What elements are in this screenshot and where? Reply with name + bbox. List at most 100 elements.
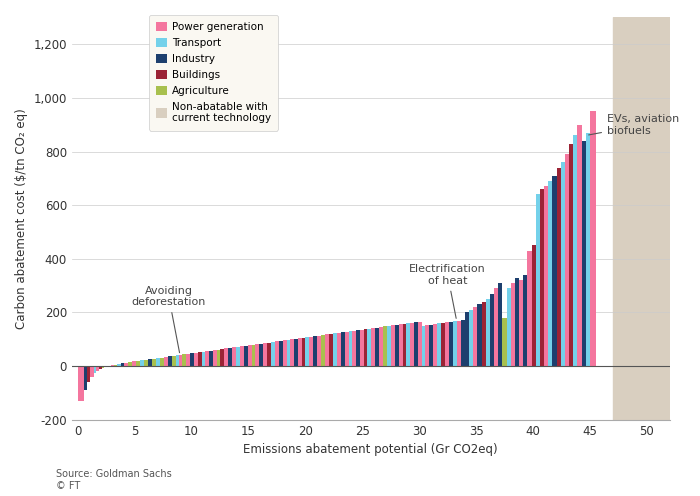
Y-axis label: Carbon abatement cost ($/tn CO₂ eq): Carbon abatement cost ($/tn CO₂ eq) bbox=[15, 108, 28, 329]
Bar bbox=[286, 340, 290, 366]
Bar bbox=[536, 194, 540, 366]
Bar bbox=[305, 337, 309, 366]
Bar bbox=[160, 358, 164, 366]
Bar bbox=[114, 365, 118, 366]
Bar bbox=[164, 357, 168, 366]
Bar bbox=[391, 325, 395, 366]
Text: EVs, aviation
biofuels: EVs, aviation biofuels bbox=[589, 114, 679, 135]
Bar bbox=[217, 350, 220, 366]
Bar bbox=[414, 322, 418, 366]
Bar bbox=[248, 345, 252, 366]
Bar bbox=[426, 325, 429, 366]
Bar bbox=[240, 346, 244, 366]
Bar bbox=[220, 349, 224, 366]
Bar bbox=[360, 330, 364, 366]
Bar bbox=[349, 331, 352, 366]
Bar bbox=[302, 338, 305, 366]
Bar bbox=[144, 360, 148, 366]
Bar bbox=[548, 181, 552, 366]
Bar bbox=[152, 359, 156, 366]
Bar bbox=[213, 350, 217, 366]
Bar bbox=[106, 366, 108, 367]
Text: Electrification
of heat: Electrification of heat bbox=[410, 264, 486, 318]
Bar bbox=[532, 246, 536, 366]
Bar bbox=[190, 353, 195, 366]
Bar bbox=[176, 356, 179, 366]
Text: Source: Goldman Sachs
© FT: Source: Goldman Sachs © FT bbox=[56, 469, 172, 491]
Bar bbox=[565, 154, 569, 366]
Bar bbox=[368, 328, 371, 366]
Bar bbox=[172, 356, 176, 366]
Bar bbox=[256, 344, 259, 366]
Bar bbox=[569, 143, 573, 366]
Bar bbox=[557, 168, 561, 366]
Bar bbox=[259, 344, 263, 366]
Bar bbox=[449, 321, 453, 366]
Bar bbox=[482, 302, 486, 366]
Bar bbox=[402, 324, 406, 366]
Bar bbox=[263, 343, 267, 366]
Bar bbox=[148, 359, 152, 366]
Bar bbox=[375, 327, 379, 366]
Bar bbox=[494, 288, 498, 366]
Bar bbox=[344, 332, 349, 366]
Bar bbox=[102, 366, 104, 369]
Bar bbox=[267, 343, 271, 366]
Bar bbox=[118, 364, 121, 366]
Bar bbox=[540, 189, 545, 366]
Bar bbox=[156, 358, 160, 366]
Bar bbox=[498, 283, 502, 366]
Bar bbox=[97, 366, 99, 371]
Bar bbox=[104, 366, 106, 368]
Bar bbox=[205, 351, 209, 366]
Bar bbox=[279, 341, 283, 366]
Bar bbox=[514, 278, 519, 366]
Bar bbox=[612, 17, 676, 420]
Bar bbox=[195, 353, 198, 366]
Bar bbox=[94, 366, 97, 373]
Bar bbox=[465, 312, 469, 366]
Bar bbox=[198, 352, 202, 366]
Bar bbox=[527, 251, 532, 366]
Bar bbox=[84, 366, 87, 390]
Bar bbox=[545, 186, 548, 366]
Bar bbox=[573, 135, 578, 366]
Bar bbox=[486, 299, 490, 366]
Bar bbox=[332, 333, 337, 366]
Bar bbox=[341, 332, 344, 366]
Bar bbox=[140, 360, 144, 366]
Bar bbox=[136, 361, 140, 366]
Bar bbox=[410, 323, 414, 366]
Bar bbox=[352, 331, 356, 366]
Bar bbox=[108, 366, 111, 367]
Bar bbox=[524, 275, 527, 366]
Bar bbox=[290, 339, 294, 366]
Text: Avoiding
deforestation: Avoiding deforestation bbox=[132, 286, 206, 353]
Bar bbox=[384, 326, 386, 366]
Bar bbox=[314, 336, 317, 366]
Bar bbox=[236, 347, 240, 366]
Bar bbox=[298, 338, 302, 366]
Bar bbox=[274, 341, 279, 366]
Bar bbox=[321, 335, 325, 366]
Bar bbox=[590, 111, 596, 366]
Bar bbox=[78, 366, 84, 401]
Bar bbox=[121, 364, 125, 366]
Bar bbox=[586, 133, 590, 366]
Bar bbox=[438, 323, 441, 366]
Bar bbox=[502, 318, 507, 366]
X-axis label: Emissions abatement potential (Gr CO2eq): Emissions abatement potential (Gr CO2eq) bbox=[244, 443, 498, 456]
Bar bbox=[182, 354, 186, 366]
Bar bbox=[90, 366, 94, 377]
Bar bbox=[395, 325, 398, 366]
Bar bbox=[87, 366, 90, 382]
Bar bbox=[371, 328, 375, 366]
Bar bbox=[398, 324, 402, 366]
Bar bbox=[386, 326, 391, 366]
Bar bbox=[132, 361, 137, 366]
Bar bbox=[224, 348, 228, 366]
Bar bbox=[461, 320, 465, 366]
Bar bbox=[456, 320, 461, 366]
Bar bbox=[477, 305, 482, 366]
Bar bbox=[552, 176, 557, 366]
